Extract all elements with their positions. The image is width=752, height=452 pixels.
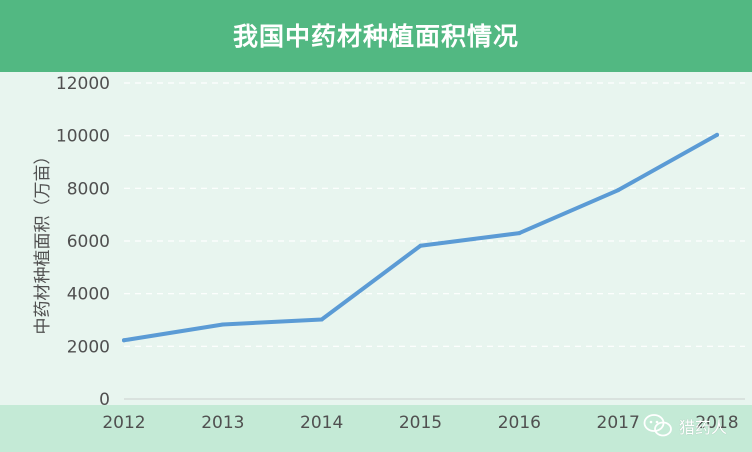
data-point: [418, 243, 423, 248]
title-bar: [0, 0, 752, 72]
data-point: [220, 322, 225, 327]
x-tick-label: 2016: [498, 413, 541, 433]
series-lines: [122, 132, 719, 343]
y-tick-label: 8000: [67, 179, 110, 199]
chart-title: 我国中药材种植面积情况: [232, 22, 519, 51]
gridlines: [124, 82, 745, 347]
data-point: [122, 338, 126, 343]
y-tick-label: 6000: [67, 232, 110, 252]
data-point: [616, 188, 621, 193]
y-tick-label: 4000: [67, 285, 110, 305]
y-tick-label: 0: [99, 390, 110, 410]
footer-band: [0, 405, 752, 452]
x-tick-label: 2012: [102, 413, 145, 433]
plot-area: [0, 72, 752, 405]
watermark-text: 猎药人: [679, 418, 728, 437]
data-point: [517, 231, 522, 236]
y-axis-title: 中药材种植面积（万亩）: [33, 148, 53, 335]
x-tick-label: 2017: [597, 413, 640, 433]
y-tick-label: 2000: [67, 337, 110, 357]
x-tick-label: 2015: [399, 413, 442, 433]
wechat-icon: [643, 414, 672, 437]
x-tick-label: 2014: [300, 413, 343, 433]
y-tick-label: 10000: [56, 127, 110, 147]
y-tick-labels: 0 2000 4000 6000 8000 10000 12000: [56, 74, 110, 410]
data-point: [319, 317, 324, 322]
series-line: [122, 132, 719, 343]
x-tick-labels: 2012 2013 2014 2015 2016 2017 2018: [102, 413, 738, 433]
x-tick-label: 2013: [201, 413, 244, 433]
x-tick-label: 2018: [695, 413, 738, 433]
watermark: 猎药人: [643, 412, 727, 440]
data-point: [715, 132, 719, 137]
y-tick-label: 12000: [56, 74, 110, 94]
